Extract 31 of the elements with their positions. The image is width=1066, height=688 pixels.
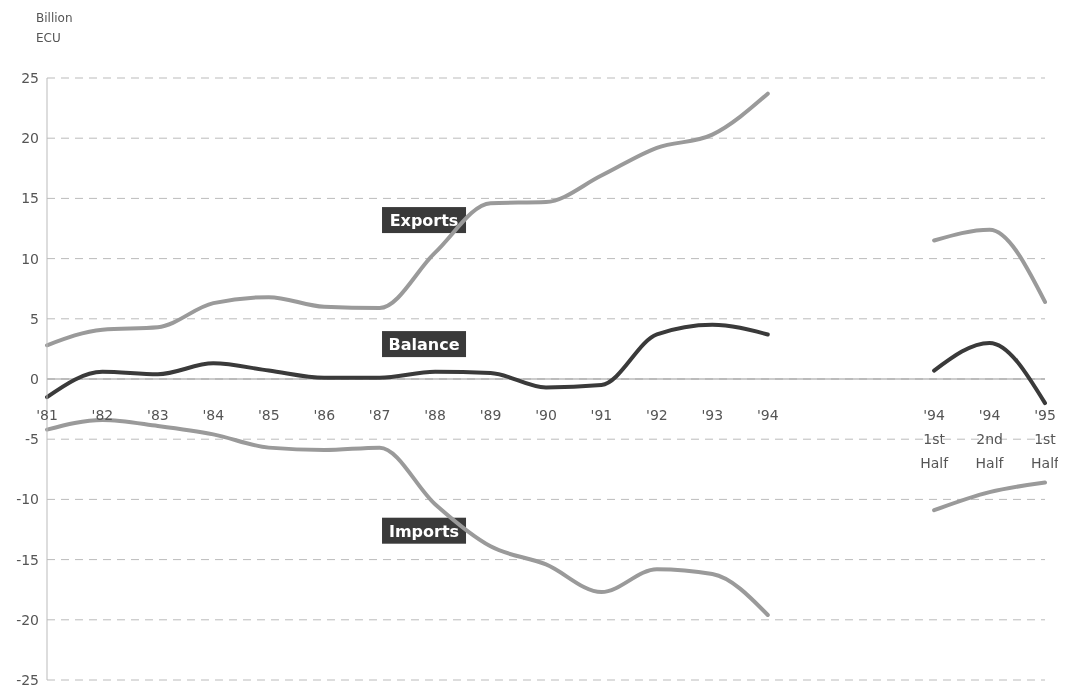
y-tick-label: -15 [16,551,39,568]
x-tick-label: '89 [479,407,502,423]
y-axis-title: Billion ECU [36,10,73,47]
x-tick-label: '94 2nd Half [975,407,1005,471]
x-tick-label: '88 [424,407,446,423]
x-tick-label: '93 [701,407,724,423]
x-tick-label: '86 [313,407,336,423]
y-tick-label: -5 [25,431,39,448]
y-tick-label: -10 [16,491,39,508]
y-tick-label: -25 [16,671,39,688]
y-tick-label: 15 [21,190,39,207]
x-tick-label: '91 [590,407,613,423]
series-label: Balance [388,335,460,355]
x-tick-label: '94 1st Half [920,407,950,471]
x-tick-label: '84 [202,407,225,423]
x-tick-label: '87 [368,407,391,423]
y-tick-label: 10 [21,250,39,267]
x-tick-label: '82 [91,407,114,423]
series-label: Exports [389,211,459,231]
y-tick-label: 25 [21,69,39,86]
x-tick-label: '92 [646,407,668,423]
x-tick-label: '85 [257,407,280,423]
series-label: Imports [388,521,460,541]
y-tick-label: 20 [21,130,39,147]
x-tick-label: '83 [147,407,169,423]
y-tick-label: -20 [16,611,39,628]
y-tick-label: 0 [30,370,39,387]
x-tick-label: '81 [36,407,58,423]
x-tick-label: '90 [535,407,557,423]
x-tick-label: '94 [756,407,779,423]
y-tick-label: 5 [30,310,39,327]
